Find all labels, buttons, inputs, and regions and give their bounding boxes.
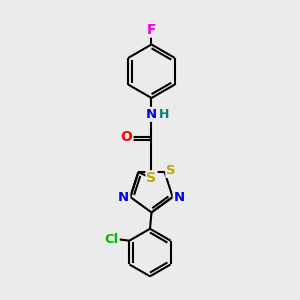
Text: F: F bbox=[147, 22, 156, 37]
Text: Cl: Cl bbox=[104, 233, 119, 246]
Text: S: S bbox=[146, 171, 157, 185]
Text: O: O bbox=[121, 130, 133, 144]
Text: H: H bbox=[159, 108, 169, 121]
Text: S: S bbox=[166, 164, 176, 177]
Text: N: N bbox=[146, 108, 157, 121]
Text: N: N bbox=[174, 190, 185, 203]
Text: N: N bbox=[118, 190, 129, 203]
